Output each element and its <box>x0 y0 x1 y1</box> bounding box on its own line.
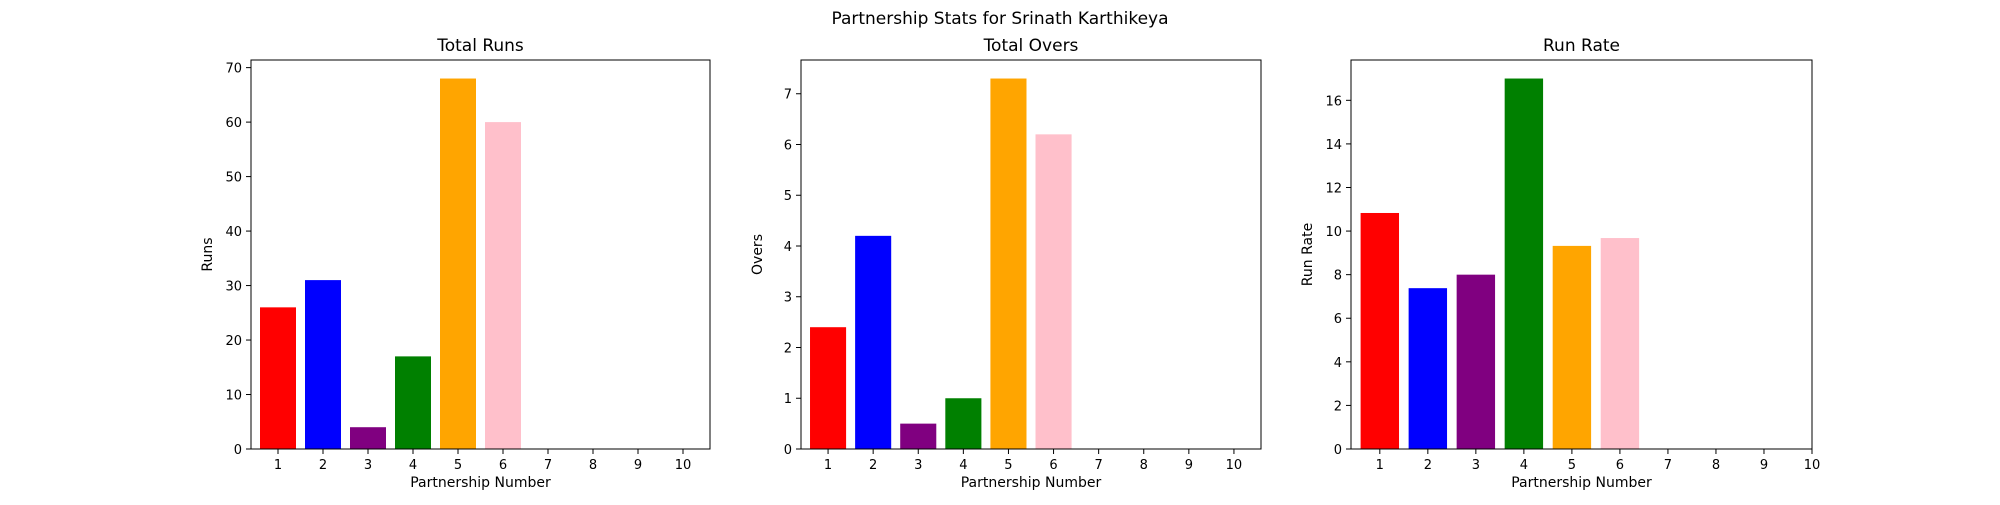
chart-title: Run Rate <box>1543 36 1620 56</box>
x-tick-label: 3 <box>364 458 372 473</box>
x-tick-label: 8 <box>589 458 597 473</box>
x-tick-label: 4 <box>1520 458 1528 473</box>
x-tick-label: 2 <box>1424 458 1432 473</box>
y-tick-label: 16 <box>1325 94 1342 109</box>
y-tick-label: 2 <box>784 341 792 356</box>
chart-title: Total Overs <box>983 36 1079 56</box>
x-tick-label: 4 <box>959 458 967 473</box>
y-tick-label: 0 <box>234 443 242 458</box>
y-tick-label: 6 <box>784 138 792 153</box>
bar-run-rate-1 <box>1360 212 1400 449</box>
x-tick-label: 8 <box>1712 458 1720 473</box>
bar-run-rate-2 <box>1408 288 1448 449</box>
x-tick-label: 7 <box>1095 458 1103 473</box>
y-tick-label: 4 <box>784 240 792 255</box>
y-tick-label: 40 <box>225 225 242 240</box>
bar-run-rate-5 <box>1552 245 1592 449</box>
y-tick-label: 50 <box>225 171 242 186</box>
y-axis-label: Runs <box>200 237 216 271</box>
x-tick-label: 3 <box>1472 458 1480 473</box>
y-tick-label: 14 <box>1325 138 1342 153</box>
y-tick-label: 10 <box>225 389 242 404</box>
bar-total-overs-3 <box>900 423 937 449</box>
y-tick-label: 10 <box>1325 225 1342 240</box>
y-tick-label: 60 <box>225 116 242 131</box>
y-tick-label: 8 <box>1334 269 1342 284</box>
y-tick-label: 0 <box>1334 443 1342 458</box>
y-tick-label: 12 <box>1325 181 1342 196</box>
y-tick-label: 6 <box>1334 312 1342 327</box>
bar-total-overs-2 <box>855 235 892 449</box>
bar-total-overs-4 <box>945 398 982 449</box>
y-tick-label: 70 <box>225 62 242 77</box>
y-tick-label: 2 <box>1334 399 1342 414</box>
y-tick-label: 5 <box>784 189 792 204</box>
axes-frame <box>800 59 1262 450</box>
x-tick-label: 8 <box>1140 458 1148 473</box>
x-tick-label: 7 <box>1664 458 1672 473</box>
bar-total-overs-6 <box>1035 134 1072 449</box>
bar-total-runs-4 <box>395 356 431 449</box>
x-tick-label: 2 <box>869 458 877 473</box>
axes-frame <box>1350 59 1813 450</box>
x-tick-label: 1 <box>1376 458 1384 473</box>
x-tick-label: 2 <box>319 458 327 473</box>
bar-total-overs-5 <box>990 78 1027 450</box>
bar-run-rate-4 <box>1504 78 1544 450</box>
y-axis-label: Overs <box>750 234 766 275</box>
y-tick-label: 3 <box>784 291 792 306</box>
x-tick-label: 1 <box>274 458 282 473</box>
bar-run-rate-6 <box>1600 238 1640 449</box>
x-tick-label: 9 <box>634 458 642 473</box>
y-tick-label: 0 <box>784 443 792 458</box>
x-axis-label: Partnership Number <box>961 475 1102 491</box>
x-tick-label: 9 <box>1185 458 1193 473</box>
bar-total-runs-2 <box>305 280 341 449</box>
x-tick-label: 5 <box>1004 458 1012 473</box>
chart-title: Total Runs <box>436 36 524 56</box>
x-tick-label: 10 <box>1804 458 1821 473</box>
x-tick-label: 10 <box>675 458 692 473</box>
bar-total-overs-1 <box>810 327 847 449</box>
bar-total-runs-3 <box>350 427 386 449</box>
x-tick-label: 1 <box>824 458 832 473</box>
x-tick-label: 5 <box>454 458 462 473</box>
x-tick-label: 6 <box>1049 458 1057 473</box>
y-tick-label: 7 <box>784 88 792 103</box>
x-tick-label: 3 <box>914 458 922 473</box>
chart-panel-total-overs: 1 2 3 4 5 6 7 8 9 10 0 1 2 3 4 5 6 7 Total Overs Partnershi… <box>750 36 1262 491</box>
bar-total-runs-6 <box>485 122 521 449</box>
y-axis-label: Run Rate <box>1300 223 1316 286</box>
bar-run-rate-3 <box>1456 274 1496 449</box>
x-tick-label: 9 <box>1760 458 1768 473</box>
chart-panel-total-runs: 1 2 3 4 5 6 7 8 9 10 0 10 20 30 40 50 60 70 Total Runs Part… <box>200 36 711 491</box>
x-tick-label: 4 <box>409 458 417 473</box>
bar-total-runs-5 <box>440 78 476 450</box>
y-tick-label: 20 <box>225 334 242 349</box>
x-tick-label: 5 <box>1568 458 1576 473</box>
y-tick-label: 30 <box>225 280 242 295</box>
axes-frame <box>250 59 711 450</box>
figure-title: Partnership Stats for Srinath Karthikeya <box>831 9 1168 29</box>
x-tick-label: 6 <box>499 458 507 473</box>
x-axis-label: Partnership Number <box>1511 475 1652 491</box>
x-axis-label: Partnership Number <box>410 475 551 491</box>
y-tick-label: 1 <box>784 392 792 407</box>
y-tick-label: 4 <box>1334 356 1342 371</box>
x-tick-label: 6 <box>1616 458 1624 473</box>
x-tick-label: 10 <box>1226 458 1243 473</box>
x-tick-label: 7 <box>544 458 552 473</box>
bar-total-runs-1 <box>260 307 296 449</box>
